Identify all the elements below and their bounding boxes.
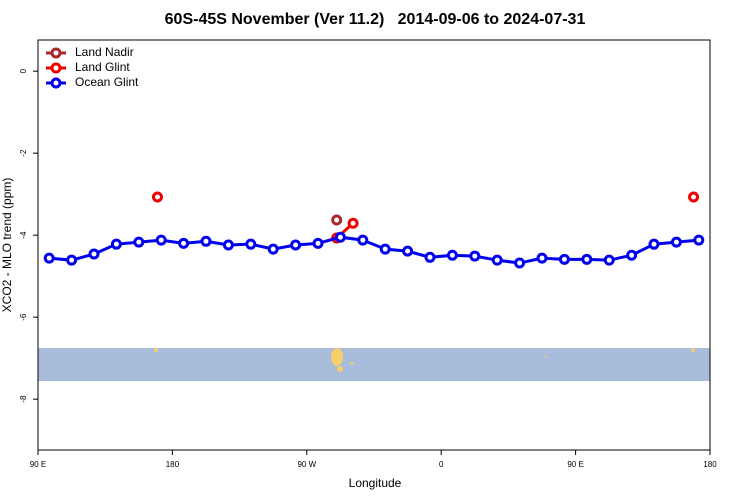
data-point: [402, 245, 414, 257]
map-land: [154, 348, 695, 372]
data-point: [331, 214, 343, 226]
legend-marker: [50, 77, 62, 89]
data-point: [469, 250, 481, 262]
x-tick-label: 180: [703, 460, 717, 469]
data-point: [379, 243, 391, 255]
data-point: [88, 248, 100, 260]
x-tick-label: 180: [166, 460, 180, 469]
data-point: [347, 217, 359, 229]
map-ocean: [38, 348, 710, 381]
data-point: [222, 239, 234, 251]
data-point: [110, 238, 122, 250]
data-point: [290, 239, 302, 251]
data-point: [267, 243, 279, 255]
data-point: [424, 251, 436, 263]
y-tick-label: -8: [19, 395, 28, 403]
legend-label: Ocean Glint: [75, 75, 139, 89]
data-point: [151, 191, 163, 203]
y-tick-label: -6: [19, 313, 28, 321]
y-tick-label: -4: [19, 231, 28, 239]
legend-marker: [50, 62, 62, 74]
y-tick-label: -2: [19, 149, 28, 157]
data-point: [648, 238, 660, 250]
data-point: [693, 234, 705, 246]
chart-title: 60S-45S November (Ver 11.2) 2014-09-06 t…: [165, 11, 586, 28]
x-tick-label: 90 E: [567, 460, 583, 469]
data-point: [43, 252, 55, 264]
data-point: [626, 249, 638, 261]
x-tick-label: 90 W: [297, 460, 316, 469]
data-point: [66, 254, 78, 266]
data-point: [357, 234, 369, 246]
y-axis-label: XCO2 - MLO trend (ppm): [0, 178, 14, 313]
data-point: [178, 237, 190, 249]
data-point: [133, 236, 145, 248]
data-point: [558, 253, 570, 265]
plot-frame: [37, 39, 711, 451]
data-point: [581, 253, 593, 265]
legend-label: Land Glint: [75, 60, 130, 74]
data-point: [688, 191, 700, 203]
data-point: [670, 236, 682, 248]
data-point: [446, 249, 458, 261]
y-tick-label: 0: [19, 68, 28, 73]
data-point: [536, 252, 548, 264]
data-point: [334, 231, 346, 243]
x-tick-label: 0: [439, 460, 444, 469]
x-axis-label: Longitude: [349, 476, 402, 490]
data-point: [312, 237, 324, 249]
data-point: [603, 254, 615, 266]
series-line: [49, 235, 699, 265]
legend-marker: [50, 47, 62, 59]
x-tick-label: 90 E: [30, 460, 46, 469]
data-point: [245, 238, 257, 250]
data-point: [491, 254, 503, 266]
legend-label: Land Nadir: [75, 45, 134, 59]
data-point: [200, 235, 212, 247]
data-point: [155, 234, 167, 246]
data-point: [514, 257, 526, 269]
